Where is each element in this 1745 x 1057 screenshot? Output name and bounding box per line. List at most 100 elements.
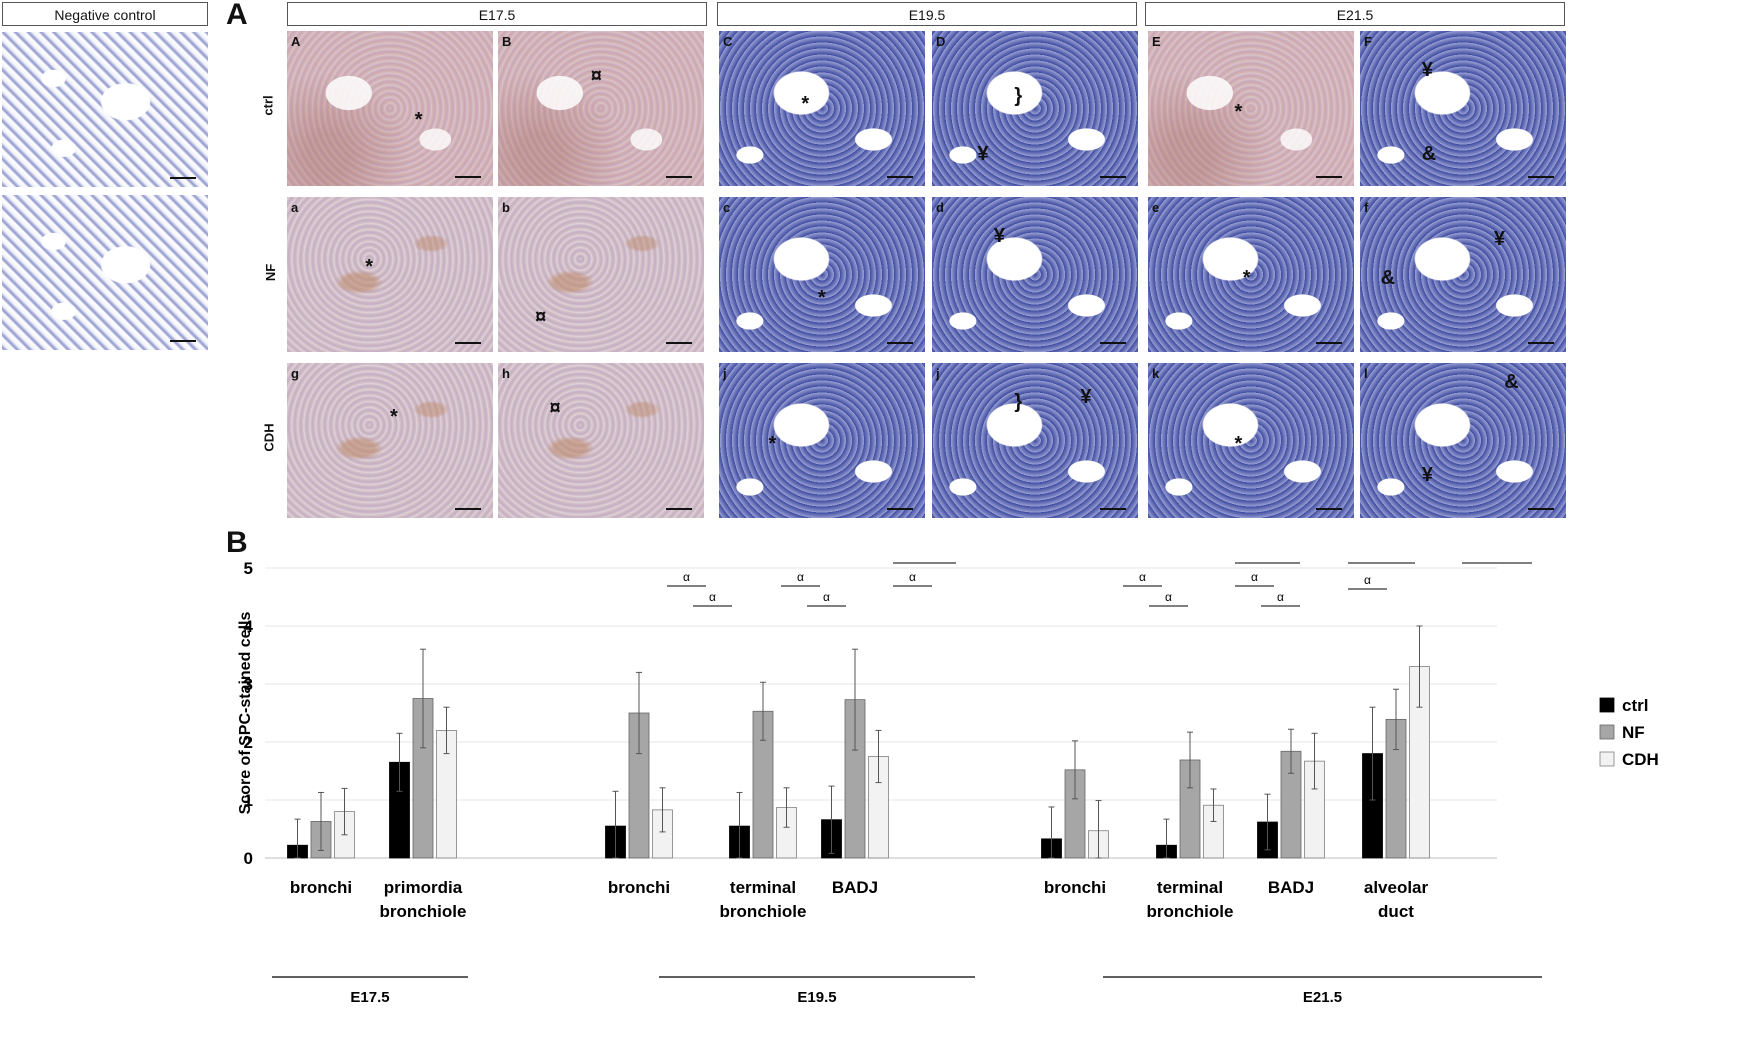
stage-header-e195: E19.5 [717, 2, 1137, 26]
scale-bar [666, 508, 692, 510]
tile-label: A [291, 34, 301, 49]
stage-label: E21.5 [1303, 989, 1342, 1006]
tile-label: k [1152, 366, 1160, 381]
stage-label: E17.5 [350, 989, 389, 1006]
micrograph-b-r1c1: b ¤ [498, 197, 704, 352]
significance-marker: α [1277, 590, 1284, 604]
tile-symbol-bronchiole: ¥ [1421, 463, 1433, 486]
legend-label-NF: NF [1622, 723, 1645, 742]
micrograph-j-r2c2: j * [719, 363, 925, 518]
tile-label: f [1364, 200, 1369, 215]
significance-marker: α [1139, 570, 1146, 584]
micrograph-A-r0c0: A * [287, 31, 493, 186]
tile-symbol-bronchiole: ¥ [1080, 386, 1092, 409]
tile-symbol-primordia: ¤ [535, 305, 547, 328]
significance-marker: α [1264, 560, 1271, 561]
micrograph-e-r1c4: e * [1148, 197, 1354, 352]
micrograph-l-r2c5: l & ¥ [1360, 363, 1566, 518]
category-label: duct [1378, 902, 1414, 921]
micrograph-D-r0c3: D ¥} [932, 31, 1138, 186]
category-label: bronchiole [380, 902, 467, 921]
micrograph-a-r1c0: a * [287, 197, 493, 352]
scale-bar [1100, 176, 1126, 178]
scale-bar [887, 508, 913, 510]
scale-bar [666, 342, 692, 344]
tile-symbol-airway: * [1234, 432, 1243, 455]
tile-symbol-alveolus: & [1380, 266, 1396, 289]
stage-header-e215: E21.5 [1145, 2, 1565, 26]
tile-label: c [723, 200, 731, 215]
category-label: bronchiole [720, 902, 807, 921]
category-label: bronchi [1044, 878, 1106, 897]
tile-symbol-airway: * [1242, 266, 1251, 289]
scale-bar [1100, 342, 1126, 344]
tile-symbol-bronchiole: ¥ [1493, 228, 1506, 250]
micrograph-F-r0c5: F ¥ & [1360, 31, 1566, 186]
category-label: bronchi [290, 878, 352, 897]
tile-label: E [1152, 34, 1161, 49]
category-label: terminal [730, 878, 796, 897]
scale-bar [887, 342, 913, 344]
significance-marker: α [909, 570, 916, 584]
y-tick-label: 1 [244, 791, 253, 810]
category-label: primordia [384, 878, 463, 897]
micrograph-E-r0c4: E * [1148, 31, 1354, 186]
spc-score-bar-chart: 0 1 2 3 4 5 Score of SPC-stained cells bronchi p… [237, 560, 1659, 1006]
significance-marker: α [921, 560, 928, 561]
tile-label: C [723, 34, 733, 49]
negative-control-header: Negative control [2, 2, 208, 26]
legend-swatch-CDH [1599, 751, 1615, 767]
scale-bar [455, 508, 481, 510]
significance-marker: α [797, 570, 804, 584]
scale-bar [1316, 508, 1342, 510]
micrograph-k-r2c4: k * [1148, 363, 1354, 518]
panel-a-letter: A [226, 0, 248, 31]
category-label: BADJ [832, 878, 878, 897]
y-tick-label: 0 [244, 849, 253, 868]
panel-b-letter: B [226, 526, 248, 559]
category-label: bronchiole [1147, 902, 1234, 921]
row-label-ctrl: ctrl [260, 95, 276, 116]
y-tick-label: 2 [244, 733, 253, 752]
negative-control-image-1 [2, 32, 208, 187]
tile-label: h [502, 366, 510, 381]
category-label: terminal [1157, 878, 1223, 897]
legend-swatch-NF [1599, 724, 1615, 740]
category-label: bronchi [608, 878, 670, 897]
legend-label-ctrl: ctrl [1622, 696, 1648, 715]
tile-symbol-bronchiole: ¥ [993, 224, 1005, 247]
significance-marker: α [823, 590, 830, 604]
stage-label: E19.5 [797, 989, 836, 1006]
negative-control-image-2 [2, 195, 208, 350]
scale-bar [1528, 342, 1554, 344]
tile-label: d [936, 200, 944, 215]
tile-symbol-airway: * [414, 108, 423, 131]
tile-label: g [291, 366, 299, 381]
significance-marker: α [683, 570, 690, 584]
micrograph-B-r0c1: B ¤ [498, 31, 704, 186]
y-tick-label: 3 [244, 675, 253, 694]
tile-label: B [502, 34, 512, 49]
micrograph-j-r2c3: j ¥} [932, 363, 1138, 518]
micrograph-f-r1c5: f ¥ & [1360, 197, 1566, 352]
tile-label: j [723, 366, 727, 381]
scale-bar [666, 176, 692, 178]
significance-marker: α [1251, 570, 1258, 584]
tile-label: F [1364, 34, 1372, 49]
significance-marker: α [1378, 560, 1385, 561]
scale-bar [455, 342, 481, 344]
tile-symbol-airway: * [390, 406, 398, 429]
tile-symbol-primordia: ¤ [549, 397, 561, 420]
tile-label: D [936, 34, 946, 49]
tile-symbol-airway: * [365, 255, 374, 278]
scale-bar [1316, 342, 1342, 344]
legend-label-CDH: CDH [1622, 750, 1659, 769]
significance-marker: α [1364, 573, 1371, 587]
tile-symbol-primordia: ¤ [590, 65, 602, 88]
tile-symbol-bronchiole: ¥ [977, 142, 989, 165]
tile-symbol-airway: * [768, 432, 777, 455]
scale-bar [1100, 508, 1126, 510]
y-axis-title: Score of SPC-stained cells [237, 612, 254, 815]
micrograph-C-r0c2: C * [719, 31, 925, 186]
tile-label: b [502, 200, 510, 215]
